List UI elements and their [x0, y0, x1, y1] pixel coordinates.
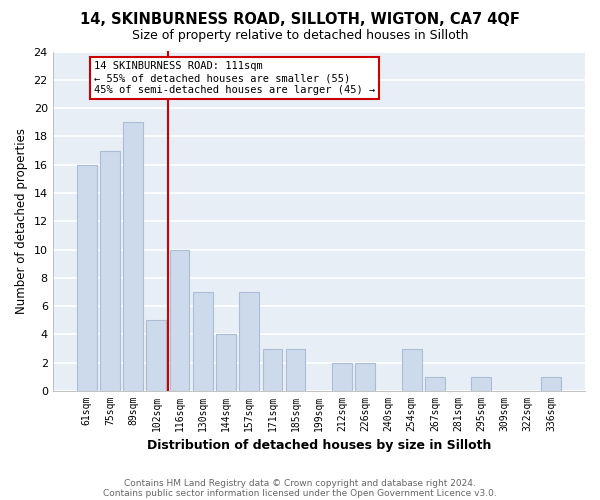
Text: Contains HM Land Registry data © Crown copyright and database right 2024.: Contains HM Land Registry data © Crown c… [124, 478, 476, 488]
Bar [263, 348, 282, 391]
Bar [355, 363, 375, 391]
Bar [425, 377, 445, 391]
Bar [170, 250, 190, 391]
Bar [193, 292, 212, 391]
Bar [541, 377, 561, 391]
Bar [146, 320, 166, 391]
Text: 14, SKINBURNESS ROAD, SILLOTH, WIGTON, CA7 4QF: 14, SKINBURNESS ROAD, SILLOTH, WIGTON, C… [80, 12, 520, 28]
Bar [123, 122, 143, 391]
Bar [77, 164, 97, 391]
X-axis label: Distribution of detached houses by size in Silloth: Distribution of detached houses by size … [146, 440, 491, 452]
Bar [402, 348, 422, 391]
Bar [286, 348, 305, 391]
Bar [239, 292, 259, 391]
Bar [332, 363, 352, 391]
Text: Size of property relative to detached houses in Silloth: Size of property relative to detached ho… [132, 29, 468, 42]
Text: 14 SKINBURNESS ROAD: 111sqm
← 55% of detached houses are smaller (55)
45% of sem: 14 SKINBURNESS ROAD: 111sqm ← 55% of det… [94, 62, 375, 94]
Y-axis label: Number of detached properties: Number of detached properties [15, 128, 28, 314]
Bar [100, 150, 120, 391]
Bar [216, 334, 236, 391]
Text: Contains public sector information licensed under the Open Government Licence v3: Contains public sector information licen… [103, 488, 497, 498]
Bar [472, 377, 491, 391]
